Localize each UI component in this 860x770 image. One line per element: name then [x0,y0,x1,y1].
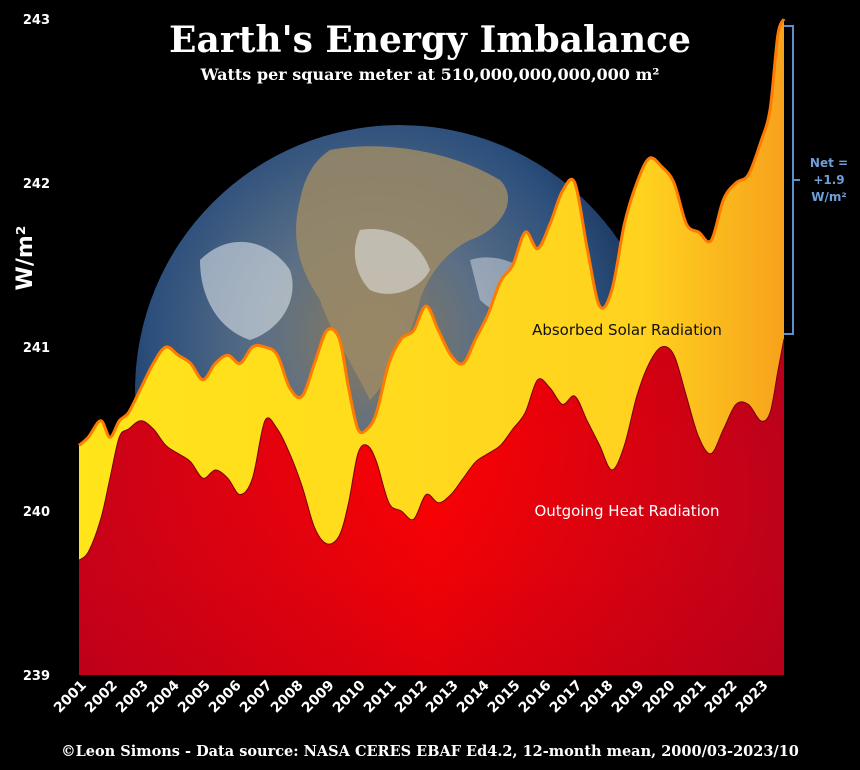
x-tick-label: 2019 [609,678,648,717]
x-tick-label: 2013 [423,678,462,717]
x-tick-label: 2007 [237,678,276,717]
x-tick-label: 2018 [578,678,617,717]
y-tick-label: 242 [23,177,50,192]
x-tick-label: 2004 [144,677,183,716]
y-tick-label: 240 [23,505,50,520]
outgoing-heat-shade [79,338,784,675]
x-tick-label: 2008 [268,678,307,717]
outgoing-heat-line [78,338,785,561]
x-tick-label: 2023 [733,678,772,717]
net-bracket [784,25,800,335]
x-tick-label: 2001 [51,678,90,717]
y-tick-label: 239 [23,669,50,684]
x-tick-label: 2017 [547,678,586,717]
y-tick-label: 241 [23,341,50,356]
x-tick-label: 2011 [361,678,400,717]
x-tick-label: 2005 [175,678,214,717]
y-tick-label: 243 [23,13,50,28]
x-tick-label: 2016 [516,678,555,717]
net-label-line2: +1.9 [813,173,844,187]
footer-credit: ©Leon Simons - Data source: NASA CERES E… [61,743,799,760]
x-tick-label: 2012 [392,678,431,717]
x-tick-label: 2015 [485,678,524,717]
y-axis-label: W/m² [13,226,38,291]
x-tick-label: 2010 [330,677,369,716]
x-tick-label: 2021 [671,678,710,717]
chart-title: Earth's Energy Imbalance [169,19,691,61]
outgoing-label: Outgoing Heat Radiation [534,502,719,520]
x-tick-label: 2003 [113,678,152,717]
chart-subtitle: Watts per square meter at 510,000,000,00… [200,65,660,84]
x-tick-label: 2002 [82,678,121,717]
absorbed-solar-line [77,18,786,447]
x-tick-label: 2020 [640,677,679,716]
x-tick-label: 2014 [454,677,493,716]
x-tick-label: 2006 [206,678,245,717]
net-label-line3: W/m² [811,190,846,204]
absorbed-label: Absorbed Solar Radiation [532,321,722,339]
x-tick-label: 2022 [702,678,741,717]
net-label-line1: Net = [810,156,848,170]
x-tick-label: 2009 [299,678,338,717]
